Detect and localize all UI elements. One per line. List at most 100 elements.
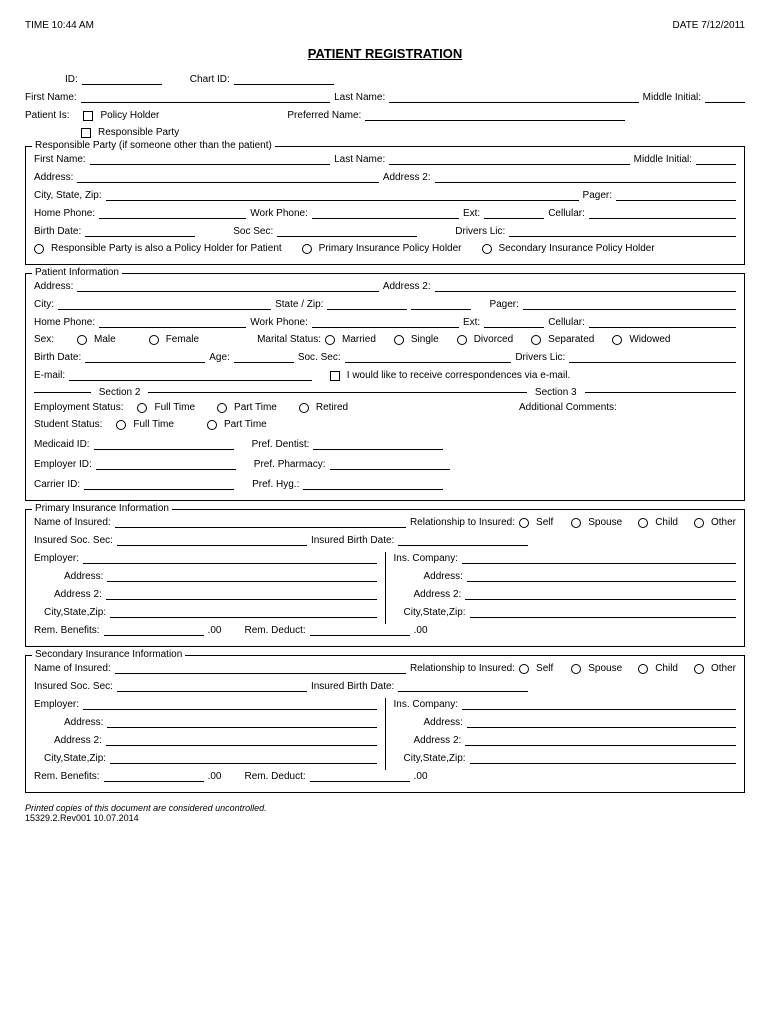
pi-cell-field[interactable]: [589, 316, 736, 328]
prefname-field[interactable]: [365, 109, 625, 121]
sec-emp-field[interactable]: [83, 698, 376, 710]
separated-radio[interactable]: [531, 335, 541, 345]
pi-bd-field[interactable]: [85, 351, 205, 363]
medicaid-label: Medicaid ID:: [34, 439, 90, 450]
pri-child-radio[interactable]: [638, 518, 648, 528]
pi-wp-field[interactable]: [312, 316, 459, 328]
sec-emp-csz-field[interactable]: [110, 752, 376, 764]
pri-emp-csz-field[interactable]: [110, 606, 376, 618]
pi-hp-field[interactable]: [99, 316, 246, 328]
rp-pager-field[interactable]: [616, 189, 736, 201]
emp-ret-radio[interactable]: [299, 403, 309, 413]
pi-city-field[interactable]: [58, 298, 271, 310]
pi-address-field[interactable]: [77, 280, 378, 292]
pri-name-field[interactable]: [115, 516, 406, 528]
female-radio[interactable]: [149, 335, 159, 345]
carrier-field[interactable]: [84, 478, 234, 490]
rp-opt3-radio[interactable]: [482, 244, 492, 254]
sec-bd-field[interactable]: [398, 680, 528, 692]
sec-self-radio[interactable]: [519, 664, 529, 674]
rp-ext-field[interactable]: [484, 207, 544, 219]
rp-firstname-field[interactable]: [90, 153, 330, 165]
divorced-radio[interactable]: [457, 335, 467, 345]
pri-self-label: Self: [536, 517, 553, 528]
rp-csz-field[interactable]: [106, 189, 579, 201]
empid-field[interactable]: [96, 458, 236, 470]
pri-emp-field[interactable]: [83, 552, 376, 564]
pri-self-radio[interactable]: [519, 518, 529, 528]
married-radio[interactable]: [325, 335, 335, 345]
single-radio[interactable]: [394, 335, 404, 345]
pi-pager-field[interactable]: [523, 298, 736, 310]
emp-pt-radio[interactable]: [217, 403, 227, 413]
rp-bd-label: Birth Date:: [34, 226, 81, 237]
pri-ssn-field[interactable]: [117, 534, 307, 546]
sec-name-field[interactable]: [115, 662, 406, 674]
lastname-field[interactable]: [389, 91, 638, 103]
pri-emp-addr2-field[interactable]: [106, 588, 377, 600]
pi-age-field[interactable]: [234, 351, 294, 363]
sec-spouse-radio[interactable]: [571, 664, 581, 674]
firstname-field[interactable]: [81, 91, 330, 103]
hyg-field[interactable]: [303, 478, 443, 490]
rp-lastname-field[interactable]: [389, 153, 629, 165]
medicaid-field[interactable]: [94, 438, 234, 450]
responsible-checkbox[interactable]: [81, 128, 91, 138]
pri-bd-field[interactable]: [398, 534, 528, 546]
pi-address2-field[interactable]: [435, 280, 736, 292]
widowed-radio[interactable]: [612, 335, 622, 345]
rp-workphone-field[interactable]: [312, 207, 459, 219]
pharmacy-field[interactable]: [330, 458, 450, 470]
pri-emp-addr-field[interactable]: [107, 570, 376, 582]
sec-co-csz-field[interactable]: [470, 752, 736, 764]
pi-ext-field[interactable]: [484, 316, 544, 328]
male-radio[interactable]: [77, 335, 87, 345]
sec-other-label: Other: [711, 663, 736, 674]
emp-ret-label: Retired: [316, 402, 348, 413]
sec-child-radio[interactable]: [638, 664, 648, 674]
rp-ssn-field[interactable]: [277, 225, 417, 237]
id-field[interactable]: [82, 73, 162, 85]
rp-bd-field[interactable]: [85, 225, 195, 237]
sec-ssn-field[interactable]: [117, 680, 307, 692]
mi-field[interactable]: [705, 91, 745, 103]
sec-emp-addr2-field[interactable]: [106, 734, 377, 746]
sec-other-radio[interactable]: [694, 664, 704, 674]
sec-ded-field[interactable]: [310, 770, 410, 782]
stu-ft-radio[interactable]: [116, 420, 126, 430]
sec-ben-field[interactable]: [104, 770, 204, 782]
sec-emp-addr-field[interactable]: [107, 716, 376, 728]
rp-homephone-field[interactable]: [99, 207, 246, 219]
sec-co-addr2-field[interactable]: [465, 734, 736, 746]
pri-co-field[interactable]: [462, 552, 736, 564]
pri-spouse-radio[interactable]: [571, 518, 581, 528]
pri-ded-field[interactable]: [310, 624, 410, 636]
sec-co-field[interactable]: [462, 698, 736, 710]
rp-address2-field[interactable]: [435, 171, 736, 183]
rp-opt1-radio[interactable]: [34, 244, 44, 254]
emp-ft-radio[interactable]: [137, 403, 147, 413]
pri-co-csz-field[interactable]: [470, 606, 736, 618]
pri-ben-field[interactable]: [104, 624, 204, 636]
rp-opt2-radio[interactable]: [302, 244, 312, 254]
pi-dl-field[interactable]: [569, 351, 736, 363]
rp-dl-field[interactable]: [509, 225, 736, 237]
dentist-field[interactable]: [313, 438, 443, 450]
email-field[interactable]: [69, 369, 312, 381]
pi-zip-field[interactable]: [411, 298, 471, 310]
policyholder-checkbox[interactable]: [83, 111, 93, 121]
sec-co-addr-field[interactable]: [467, 716, 736, 728]
pi-ssn-field[interactable]: [345, 351, 512, 363]
pri-co-addr2-field[interactable]: [465, 588, 736, 600]
pri-other-radio[interactable]: [694, 518, 704, 528]
pi-sz-field[interactable]: [327, 298, 407, 310]
pri-co-addr-field[interactable]: [467, 570, 736, 582]
footer-line1: Printed copies of this document are cons…: [25, 803, 745, 813]
rp-address-field[interactable]: [77, 171, 378, 183]
rp-cell-field[interactable]: [589, 207, 736, 219]
chartid-field[interactable]: [234, 73, 334, 85]
email-opt-checkbox[interactable]: [330, 371, 340, 381]
stu-ft-label: Full Time: [133, 419, 174, 430]
rp-mi-field[interactable]: [696, 153, 736, 165]
stu-pt-radio[interactable]: [207, 420, 217, 430]
